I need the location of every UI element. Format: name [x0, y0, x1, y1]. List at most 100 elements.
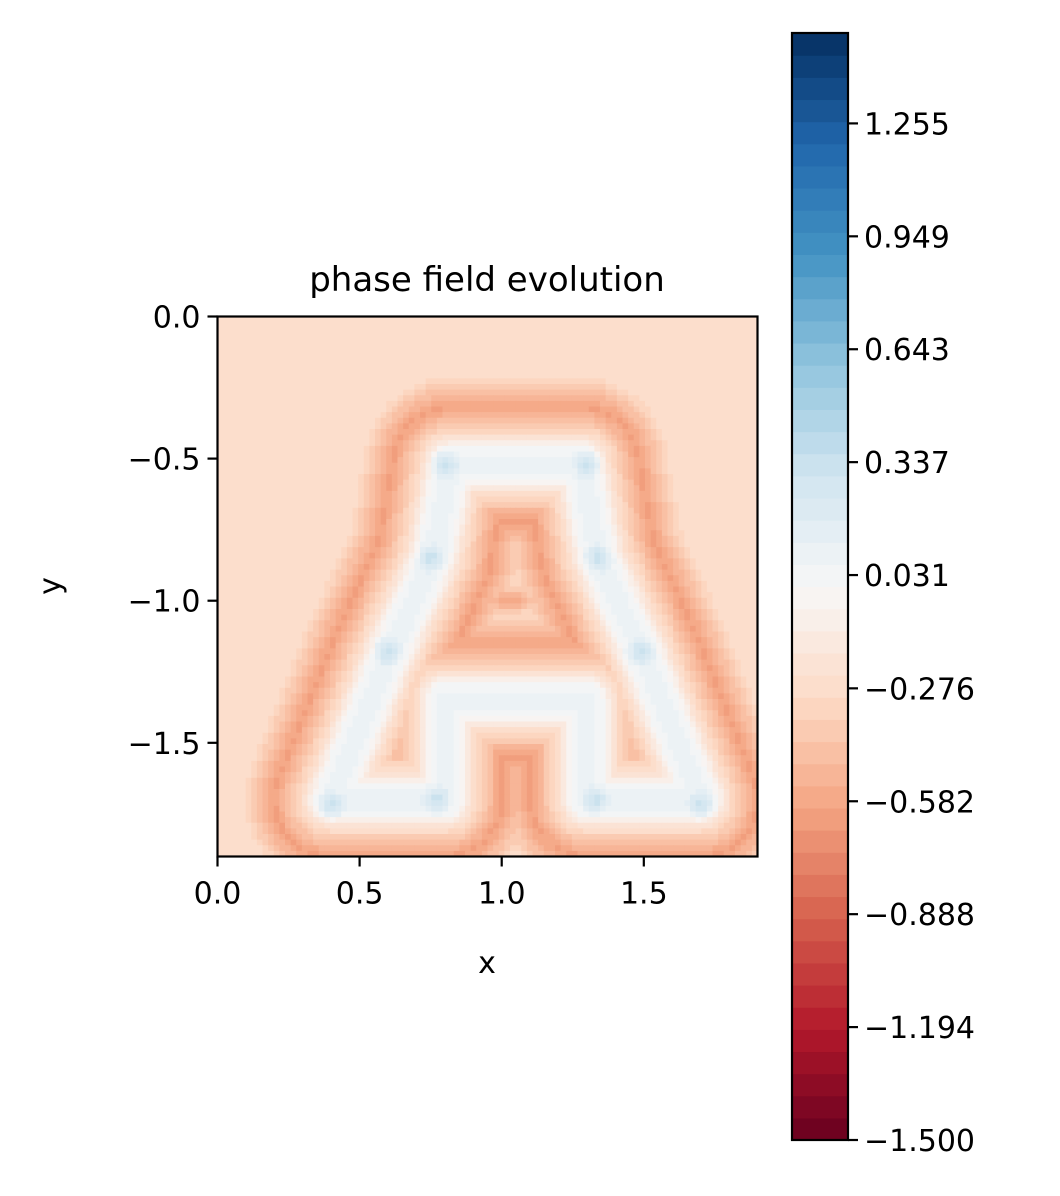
- heatmap-cell: [577, 552, 584, 559]
- heatmap-cell: [301, 327, 309, 334]
- heatmap-cell: [645, 417, 652, 424]
- heatmap-cell: [526, 558, 534, 565]
- heatmap-cell: [661, 513, 669, 520]
- heatmap-cell: [369, 395, 376, 402]
- heatmap-cell: [448, 603, 455, 610]
- heatmap-cell: [678, 496, 685, 503]
- heatmap-cell: [600, 569, 607, 576]
- heatmap-cell: [228, 378, 235, 385]
- heatmap-cell: [543, 479, 550, 486]
- heatmap-cell: [228, 609, 235, 616]
- heatmap-cell: [701, 530, 708, 537]
- heatmap-cell: [712, 547, 719, 554]
- heatmap-cell: [448, 552, 455, 559]
- heatmap-cell: [459, 507, 466, 514]
- heatmap-cell: [740, 423, 747, 430]
- heatmap-cell: [712, 597, 719, 604]
- heatmap-cell: [504, 541, 511, 548]
- heatmap-cell: [583, 552, 590, 559]
- heatmap-cell: [566, 445, 573, 453]
- heatmap-cell: [718, 417, 725, 424]
- heatmap-cell: [307, 389, 314, 396]
- heatmap-cell: [358, 558, 365, 565]
- heatmap-cell: [442, 333, 449, 340]
- heatmap-cell: [515, 457, 522, 464]
- heatmap-cell: [521, 445, 528, 453]
- heatmap-cell: [560, 384, 567, 391]
- heatmap-cell: [673, 502, 680, 509]
- heatmap-cell: [684, 597, 691, 604]
- heatmap-cell: [543, 569, 550, 576]
- heatmap-cell: [397, 575, 404, 582]
- heatmap-cell: [307, 507, 314, 514]
- heatmap-cell: [285, 406, 292, 413]
- heatmap-cell: [577, 569, 584, 576]
- heatmap-cell: [751, 339, 759, 346]
- heatmap-cell: [622, 530, 629, 537]
- heatmap-cell: [594, 485, 601, 492]
- heatmap-cell: [628, 519, 635, 526]
- heatmap-cell: [656, 434, 663, 441]
- heatmap-cell: [701, 361, 708, 368]
- heatmap-cell: [380, 429, 387, 436]
- heatmap-cell: [639, 558, 646, 565]
- heatmap-cell: [712, 513, 719, 520]
- heatmap-cell: [363, 451, 370, 458]
- heatmap-cell: [279, 490, 286, 498]
- heatmap-cell: [538, 580, 545, 588]
- heatmap-cell: [498, 322, 505, 329]
- heatmap-cell: [701, 502, 708, 509]
- heatmap-cell: [425, 389, 432, 396]
- heatmap-cell: [667, 530, 674, 537]
- heatmap-cell: [420, 350, 427, 357]
- heatmap-cell: [729, 485, 736, 492]
- heatmap-cell: [577, 530, 584, 537]
- heatmap-cell: [386, 440, 393, 447]
- heatmap-cell: [667, 474, 674, 481]
- heatmap-cell: [234, 524, 241, 531]
- heatmap-cell: [616, 350, 624, 357]
- heatmap-cell: [301, 507, 309, 514]
- heatmap-cell: [493, 434, 500, 441]
- heatmap-cell: [605, 524, 612, 531]
- heatmap-cell: [712, 457, 719, 464]
- heatmap-cell: [751, 485, 759, 492]
- heatmap-cell: [706, 507, 714, 514]
- heatmap-cell: [678, 429, 685, 436]
- heatmap-cell: [656, 485, 663, 492]
- heatmap-cell: [408, 372, 415, 379]
- heatmap-cell: [442, 434, 449, 441]
- heatmap-cell: [431, 429, 438, 436]
- heatmap-cell: [639, 502, 646, 509]
- heatmap-cell: [515, 372, 522, 379]
- heatmap-cell: [729, 575, 736, 582]
- heatmap-cell: [245, 586, 252, 593]
- heatmap-cell: [414, 507, 421, 514]
- heatmap-cell: [588, 575, 595, 582]
- heatmap-cell: [656, 417, 663, 424]
- heatmap-cell: [470, 451, 477, 458]
- heatmap-cell: [718, 468, 725, 475]
- heatmap-cell: [245, 564, 252, 571]
- heatmap-cell: [735, 423, 742, 430]
- heatmap-cell: [622, 322, 629, 329]
- heatmap-cell: [341, 445, 348, 453]
- heatmap-cell: [397, 603, 404, 610]
- heatmap-cell: [543, 552, 550, 559]
- heatmap-cell: [723, 547, 730, 554]
- heatmap-cell: [335, 496, 342, 503]
- heatmap-cell: [645, 575, 652, 582]
- heatmap-cell: [425, 580, 432, 588]
- heatmap-cell: [481, 350, 489, 357]
- heatmap-cell: [751, 569, 759, 576]
- heatmap-cell: [307, 440, 314, 447]
- heatmap-cell: [633, 395, 640, 402]
- heatmap-cell: [667, 547, 674, 554]
- heatmap-cell: [459, 384, 466, 391]
- heatmap-cell: [493, 474, 500, 481]
- heatmap-cell: [645, 524, 652, 531]
- heatmap-cell: [583, 586, 590, 593]
- heatmap-cell: [420, 344, 427, 351]
- heatmap-cell: [431, 339, 438, 346]
- heatmap-cell: [307, 361, 314, 368]
